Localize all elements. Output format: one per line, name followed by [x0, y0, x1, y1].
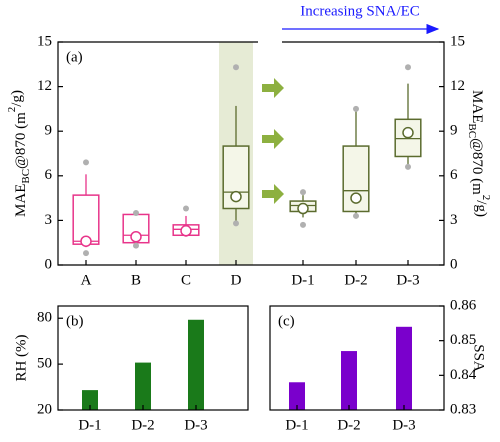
green-arrows	[262, 78, 284, 204]
y-axis-label-part: @870 (m	[13, 112, 29, 169]
y-tick-label: 9	[450, 123, 458, 139]
x-tick-label: D-3	[396, 272, 419, 288]
bar	[341, 351, 357, 410]
y-tick-label: 12	[37, 78, 52, 94]
mean	[80, 235, 92, 247]
y-tick-label: 0.85	[450, 332, 476, 348]
mean	[230, 190, 242, 203]
outlier	[83, 250, 89, 257]
y-tick-label: 12	[450, 78, 465, 94]
y-axis-label: RH (%)	[13, 334, 29, 381]
outlier	[133, 242, 139, 249]
bar	[289, 382, 305, 410]
y-axis-label-part: BC	[466, 123, 478, 138]
x-tick-label: D-1	[291, 272, 314, 288]
y-tick-label: 0	[45, 256, 53, 272]
y-tick-label: 0	[450, 256, 458, 272]
bar	[188, 319, 204, 410]
y-tick-label: 6	[450, 167, 458, 183]
outlier	[183, 205, 189, 212]
annotation: Increasing SNA/EC	[300, 3, 420, 19]
frame	[57, 41, 445, 266]
outlier	[233, 64, 239, 71]
y-axis-label-part: @870 (m	[469, 138, 485, 195]
y-tick-label: 50	[37, 356, 52, 372]
y-tick-label: 80	[37, 310, 52, 326]
y-axis-label-part: MAE	[13, 184, 29, 217]
x-tick-label: D-2	[344, 272, 367, 288]
frame	[57, 305, 249, 411]
x-tick-label: D-2	[131, 417, 154, 433]
y-tick-label: 3	[450, 212, 458, 228]
panel-label: (a)	[66, 49, 83, 65]
x-tick-label: C	[181, 272, 191, 288]
frame	[269, 305, 445, 411]
y-tick-label: 20	[37, 401, 52, 417]
x-tick-label: D-2	[337, 417, 360, 433]
bar	[135, 362, 151, 410]
y-axis-label-part: /g)	[473, 200, 489, 217]
y-tick-label: 0.86	[450, 297, 477, 313]
outlier	[353, 105, 359, 112]
y-axis-label: MAEBC@870 (m2/g)	[6, 90, 32, 217]
y-tick-label: 0.83	[450, 401, 476, 417]
panel-label: (b)	[66, 313, 84, 329]
outlier	[405, 64, 411, 71]
mean	[350, 192, 362, 204]
outlier	[300, 221, 306, 228]
y-axis-label-part: 2	[480, 195, 492, 201]
bar	[82, 390, 98, 410]
outlier	[353, 212, 359, 219]
y-tick-label: 15	[450, 33, 465, 49]
y-axis-label-part: /g)	[9, 90, 25, 107]
outlier	[300, 189, 306, 196]
x-tick-label: B	[131, 272, 141, 288]
y-tick-label: 6	[45, 167, 53, 183]
y-tick-label: 0.84	[450, 367, 477, 383]
outlier	[83, 159, 89, 166]
y-axis-label: SSA	[471, 344, 487, 372]
x-tick-label: D-3	[392, 417, 415, 433]
x-tick-label: D-3	[184, 417, 207, 433]
y-axis-label-part: MAE	[469, 90, 485, 123]
x-tick-label: D	[231, 272, 242, 288]
mean	[180, 225, 192, 237]
x-tick-label: D-1	[78, 417, 101, 433]
y-tick-label: 9	[45, 123, 53, 139]
y-tick-label: 15	[37, 33, 52, 49]
outlier	[405, 163, 411, 170]
mean	[297, 202, 309, 215]
panel-label: (c)	[278, 313, 295, 329]
outlier	[133, 209, 139, 216]
x-tick-label: A	[81, 272, 92, 288]
y-tick-label: 3	[45, 212, 53, 228]
mean	[130, 231, 142, 243]
y-axis-label: MAEBC@870 (m2/g)	[466, 90, 492, 217]
x-tick-label: D-1	[285, 417, 308, 433]
y-axis-label-part: 2	[6, 107, 18, 113]
mean	[402, 126, 414, 139]
outlier	[233, 220, 239, 227]
bar	[396, 326, 412, 410]
y-axis-label-part: BC	[20, 169, 32, 184]
